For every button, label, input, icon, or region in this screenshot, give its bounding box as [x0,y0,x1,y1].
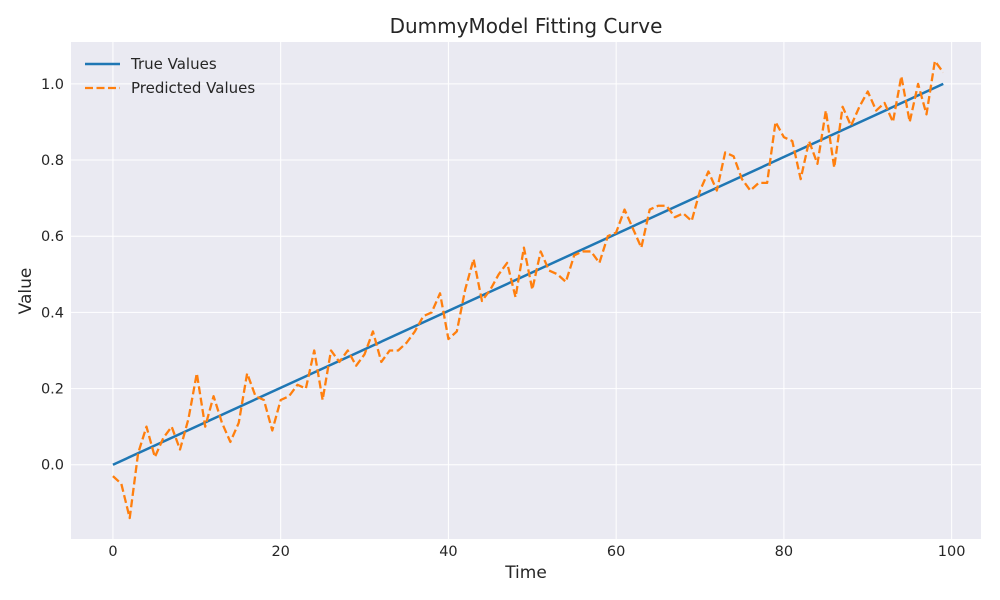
tick-labels: 0 20 40 60 80 100 0.0 0.2 0.4 0.6 0.8 1.0 [41,77,966,560]
y-axis-label: Value [16,268,36,315]
plot-area [71,42,981,539]
y-tick-label: 0.2 [41,382,64,398]
y-tick-label: 0.0 [41,458,64,474]
legend: True Values Predicted Values [85,55,255,97]
x-tick-label: 20 [271,544,289,560]
legend-label: True Values [130,55,217,73]
x-axis-label: Time [504,563,547,583]
x-tick-label: 80 [775,544,793,560]
legend-label: Predicted Values [131,79,255,97]
y-tick-label: 1.0 [41,77,64,93]
chart-title: DummyModel Fitting Curve [390,14,663,38]
x-tick-label: 0 [108,544,117,560]
series-line-predicted-values [112,59,945,520]
y-tick-label: 0.4 [41,305,64,321]
x-tick-label: 40 [439,544,457,560]
series-group [112,59,945,520]
y-tick-label: 0.6 [41,229,64,245]
x-tick-label: 60 [607,544,625,560]
grid [71,42,981,539]
y-tick-label: 0.8 [41,153,64,169]
x-tick-label: 100 [938,544,966,560]
